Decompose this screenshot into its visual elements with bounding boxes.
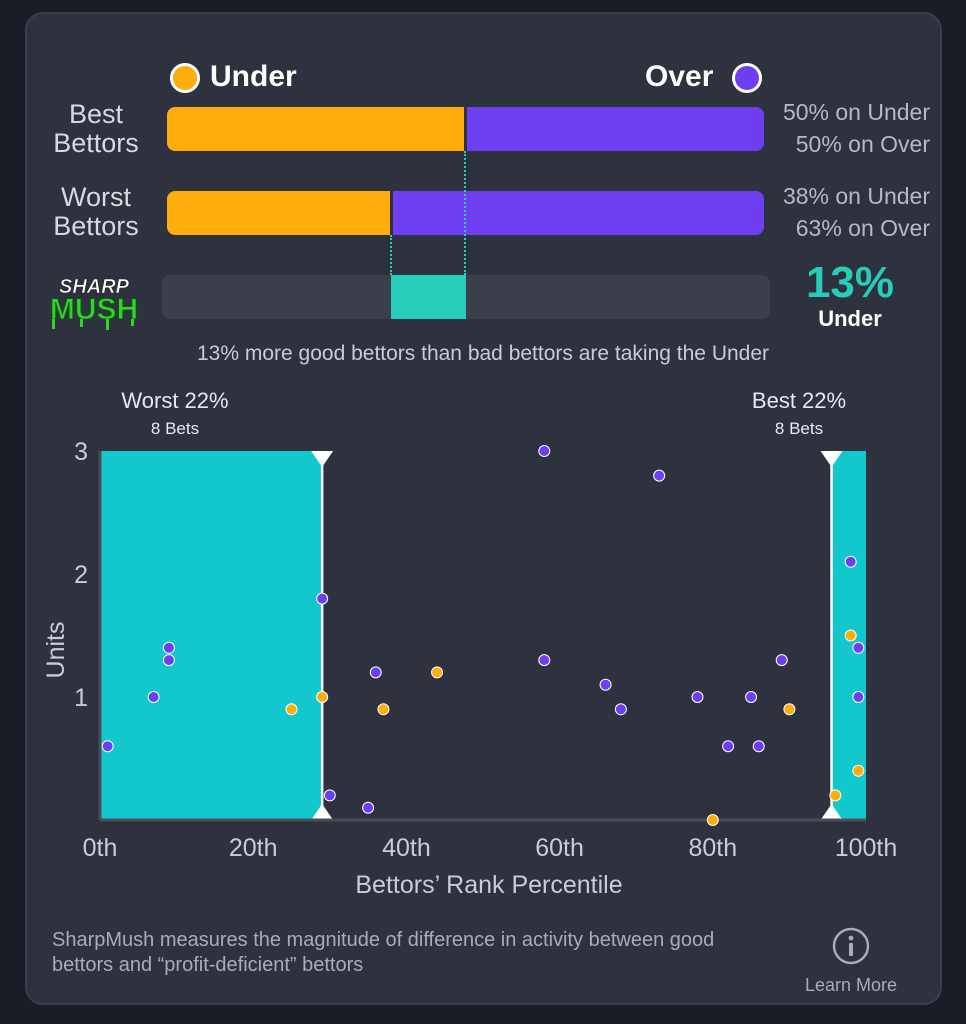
under-point: [829, 789, 842, 802]
difference-fill: [391, 275, 466, 319]
over-point: [599, 678, 612, 691]
difference-percent: 13%: [805, 258, 895, 307]
under-legend-label: Under: [210, 60, 297, 93]
worst-under-segment: [167, 191, 390, 235]
worst-band-title: Worst 22%: [121, 388, 229, 413]
learn-more-label: Learn More: [804, 975, 898, 995]
sharpmush-logo: SHARP MUSH: [49, 276, 139, 330]
best-under-segment: [167, 107, 464, 151]
over-point: [323, 789, 336, 802]
best-band-sub: 8 Bets: [774, 419, 824, 438]
difference-track: [162, 275, 770, 319]
over-point: [653, 469, 666, 482]
worst-bettors-label: Worst Bettors: [53, 182, 139, 241]
x-tick-label: 80th: [688, 834, 737, 862]
under-point: [852, 764, 865, 777]
under-point: [844, 629, 857, 642]
over-point: [362, 801, 375, 814]
worst-over-segment: [393, 191, 764, 235]
band-edge-marker-top: [311, 451, 334, 467]
x-tick-label: 0th: [83, 834, 118, 862]
worst-split-connector: [390, 235, 392, 275]
worst-bettors-pct: 38% on Under 63% on Over: [782, 183, 930, 241]
best-bettors-bar: [167, 107, 764, 151]
over-point: [538, 445, 551, 457]
difference-direction: Under: [818, 306, 882, 331]
over-point: [775, 654, 788, 667]
under-legend-dot: [170, 63, 200, 93]
footer-description: SharpMush measures the magnitude of diff…: [52, 929, 715, 976]
best-bettors-pct: 50% on Under 50% on Over: [782, 99, 930, 157]
best-split-connector: [464, 151, 466, 275]
over-point: [614, 703, 627, 716]
band-edge-marker-bottom: [820, 804, 843, 820]
over-point: [147, 691, 160, 703]
over-point: [722, 740, 735, 753]
over-point: [852, 641, 865, 654]
best-bettors-label: Best Bettors: [53, 99, 139, 158]
y-tick-label: 2: [74, 561, 88, 589]
over-legend-label: Over: [645, 60, 714, 93]
over-point: [745, 691, 758, 703]
summary-text: 13% more good bettors than bad bettors a…: [196, 342, 770, 365]
under-point: [377, 703, 390, 716]
worst-bettors-bar: [167, 191, 764, 235]
over-point: [369, 666, 382, 679]
over-point: [691, 691, 704, 703]
under-point: [316, 691, 329, 703]
over-legend-dot: [732, 63, 762, 93]
y-axis-title: Units: [42, 622, 70, 679]
x-axis-title: Bettors’ Rank Percentile: [355, 871, 622, 899]
x-tick-label: 20th: [229, 834, 278, 862]
worst-band: [100, 451, 323, 820]
under-point: [431, 666, 444, 679]
svg-text:MUSH: MUSH: [50, 293, 138, 326]
worst-band-sub: 8 Bets: [150, 419, 200, 438]
band-edge-marker-top: [820, 451, 843, 467]
under-point: [706, 814, 719, 826]
y-tick-label: 3: [74, 438, 88, 466]
under-point: [783, 703, 796, 716]
band-edge-marker-bottom: [311, 804, 334, 820]
best-over-segment: [467, 107, 764, 151]
under-point: [285, 703, 298, 716]
x-tick-label: 60th: [535, 834, 584, 862]
over-point: [844, 555, 857, 568]
over-point: [162, 654, 175, 667]
svg-text:SHARP: SHARP: [59, 276, 130, 298]
x-tick-label: 100th: [835, 834, 898, 862]
over-point: [752, 740, 765, 753]
info-icon: [832, 927, 870, 965]
over-point: [101, 740, 114, 753]
over-point: [316, 592, 329, 605]
y-tick-label: 1: [74, 684, 88, 712]
over-point: [852, 691, 865, 703]
x-tick-label: 40th: [382, 834, 431, 862]
best-band-title: Best 22%: [751, 388, 847, 413]
over-point: [538, 654, 551, 667]
over-point: [162, 641, 175, 654]
learn-more-button[interactable]: Learn More: [796, 926, 906, 996]
